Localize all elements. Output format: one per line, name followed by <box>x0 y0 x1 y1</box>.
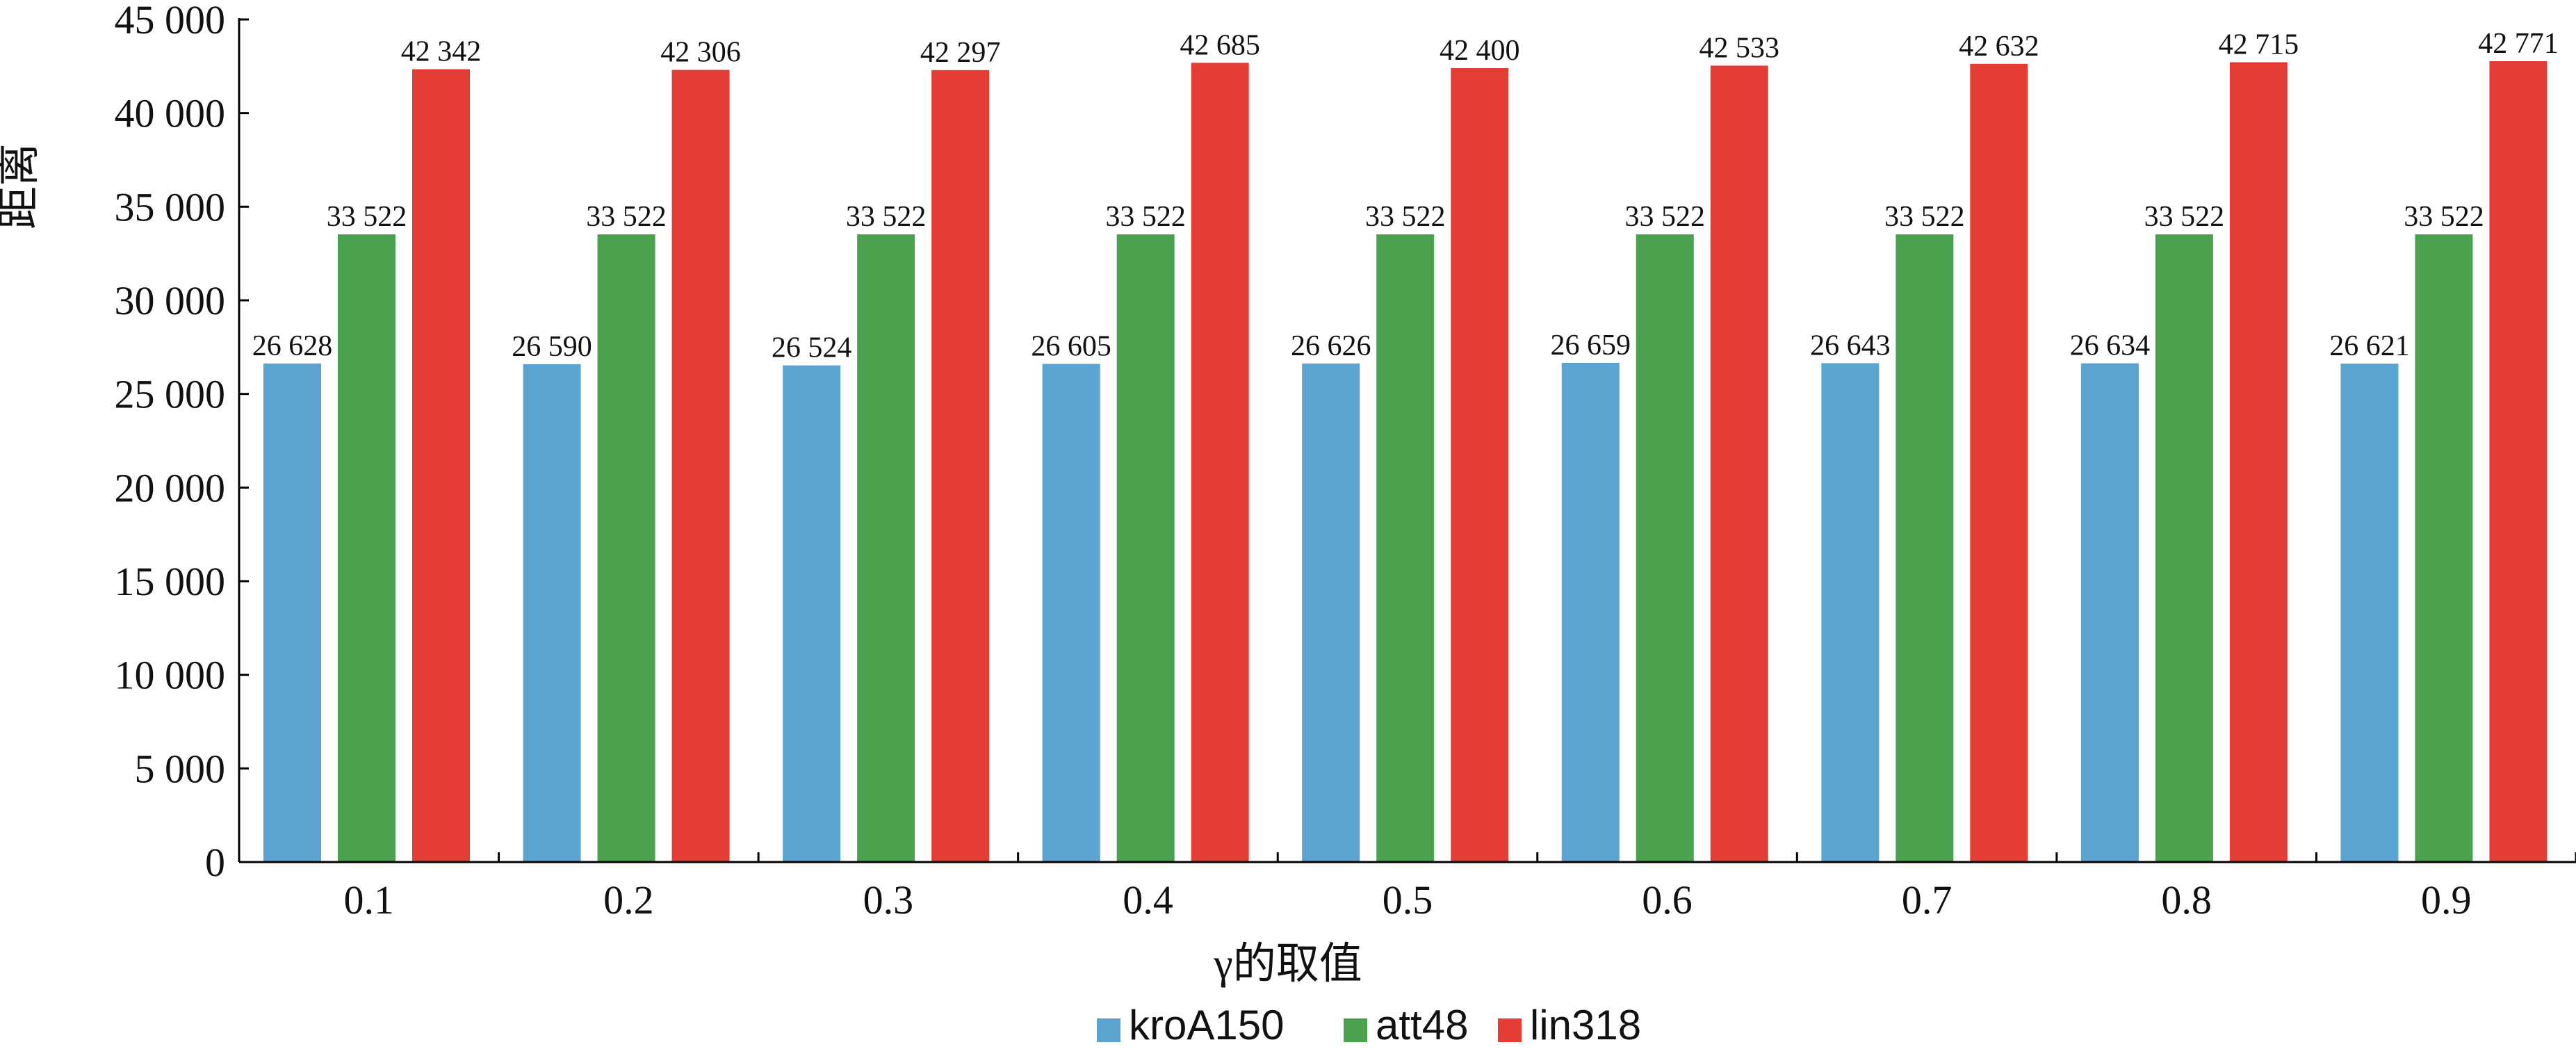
legend-swatch-lin318 <box>1498 1018 1522 1042</box>
data-labels-group: 26 628 33 522 42 342 26 590 33 522 42 306 26 5… <box>252 28 2559 364</box>
legend-label-kroA150: kroA150 <box>1129 1002 1284 1048</box>
data-label-kroA150-0.5: 26 626 <box>1291 330 1371 362</box>
legend-label-lin318: lin318 <box>1530 1002 1641 1048</box>
bar-lin318-0.8 <box>2229 62 2288 862</box>
data-label-kroA150-0.6: 26 659 <box>1551 330 1631 362</box>
y-tick-label: 35 000 <box>115 184 226 229</box>
y-tick-label: 45 000 <box>115 0 226 42</box>
bar-lin318-0.6 <box>1710 65 1768 862</box>
y-tick-label: 5 000 <box>135 746 226 791</box>
data-label-kroA150-0.8: 26 634 <box>2070 330 2151 362</box>
legend-label-att48: att48 <box>1376 1002 1468 1048</box>
legend-swatch-att48 <box>1344 1018 1367 1042</box>
y-tick-label: 0 <box>205 840 225 885</box>
bar-kroA150-0.6 <box>1561 362 1620 862</box>
legend: kroA150 att48 lin318 <box>1097 1002 1641 1048</box>
data-label-lin318-0.9: 42 771 <box>2478 28 2559 60</box>
data-label-lin318-0.8: 42 715 <box>2219 29 2299 61</box>
bar-att48-0.1 <box>338 234 396 862</box>
bar-lin318-0.3 <box>931 70 990 863</box>
bar-lin318-0.9 <box>2489 61 2548 862</box>
data-label-att48-0.3: 33 522 <box>846 201 927 233</box>
data-label-lin318-0.2: 42 306 <box>660 37 741 69</box>
bar-kroA150-0.4 <box>1042 364 1100 862</box>
bar-lin318-0.5 <box>1451 68 1509 863</box>
bar-att48-0.8 <box>2155 234 2213 862</box>
bar-att48-0.6 <box>1636 234 1694 862</box>
y-axis-title: 距离 <box>0 143 43 229</box>
bar-kroA150-0.9 <box>2340 364 2399 862</box>
data-label-lin318-0.3: 42 297 <box>920 37 1001 69</box>
bar-att48-0.5 <box>1376 234 1435 862</box>
x-ticks-group: 0.1 0.2 0.3 0.4 0.5 0.6 0.7 0.8 0.9 <box>344 852 2576 923</box>
bar-lin318-0.2 <box>671 70 730 863</box>
bar-kroA150-0.1 <box>263 363 321 862</box>
bar-att48-0.2 <box>597 234 655 862</box>
bar-kroA150-0.3 <box>783 365 841 862</box>
data-label-kroA150-0.2: 26 590 <box>512 331 592 363</box>
data-label-att48-0.1: 33 522 <box>327 201 407 233</box>
data-label-kroA150-0.4: 26 605 <box>1031 330 1111 362</box>
x-tick-label: 0.4 <box>1123 877 1173 923</box>
y-tick-label: 40 000 <box>115 91 226 136</box>
x-tick-label: 0.2 <box>603 877 654 923</box>
x-tick-label: 0.6 <box>1642 877 1693 923</box>
y-tick-label: 15 000 <box>115 559 226 604</box>
axes-group <box>238 18 2576 863</box>
data-label-att48-0.4: 33 522 <box>1105 201 1186 233</box>
y-ticks-group: 0 5 000 10 000 15 000 20 000 25 000 30 000 35 0… <box>115 0 249 885</box>
y-tick-label: 10 000 <box>115 653 226 698</box>
x-axis-title: γ的取值 <box>1213 941 1362 988</box>
bar-lin318-0.1 <box>412 69 470 863</box>
bar-kroA150-0.5 <box>1302 363 1360 862</box>
legend-swatch-kroA150 <box>1097 1018 1120 1042</box>
data-label-kroA150-0.9: 26 621 <box>2329 330 2410 362</box>
bars-group <box>263 61 2548 863</box>
data-label-lin318-0.5: 42 400 <box>1440 35 1520 67</box>
x-tick-label: 0.3 <box>863 877 914 923</box>
data-label-kroA150-0.3: 26 524 <box>772 332 852 364</box>
data-label-kroA150-0.7: 26 643 <box>1810 330 1891 362</box>
bar-att48-0.4 <box>1116 234 1175 862</box>
data-label-att48-0.5: 33 522 <box>1365 201 1446 233</box>
x-tick-label: 0.8 <box>2161 877 2212 923</box>
bar-att48-0.7 <box>1896 234 1954 862</box>
x-tick-label: 0.9 <box>2421 877 2472 923</box>
data-label-att48-0.7: 33 522 <box>1884 201 1965 233</box>
x-tick-label: 0.1 <box>344 877 395 923</box>
data-label-lin318-0.7: 42 632 <box>1959 31 2039 63</box>
x-tick-label: 0.7 <box>1902 877 1953 923</box>
data-label-att48-0.9: 33 522 <box>2404 201 2484 233</box>
bar-att48-0.3 <box>857 234 915 862</box>
bar-lin318-0.4 <box>1191 63 1249 862</box>
data-label-kroA150-0.1: 26 628 <box>252 330 333 362</box>
data-label-lin318-0.4: 42 685 <box>1180 29 1260 61</box>
x-tick-label: 0.5 <box>1383 877 1433 923</box>
y-tick-label: 25 000 <box>115 372 226 417</box>
bar-att48-0.9 <box>2415 234 2473 862</box>
data-label-att48-0.6: 33 522 <box>1625 201 1706 233</box>
data-label-lin318-0.6: 42 533 <box>1699 32 1780 64</box>
bar-kroA150-0.7 <box>1821 363 1880 862</box>
y-tick-label: 30 000 <box>115 278 226 323</box>
data-label-lin318-0.1: 42 342 <box>401 36 482 68</box>
bar-lin318-0.7 <box>1970 63 2028 863</box>
bar-kroA150-0.2 <box>523 364 581 862</box>
data-label-att48-0.8: 33 522 <box>2144 201 2225 233</box>
bar-kroA150-0.8 <box>2080 363 2139 862</box>
y-tick-label: 20 000 <box>115 465 226 510</box>
data-label-att48-0.2: 33 522 <box>586 201 667 233</box>
